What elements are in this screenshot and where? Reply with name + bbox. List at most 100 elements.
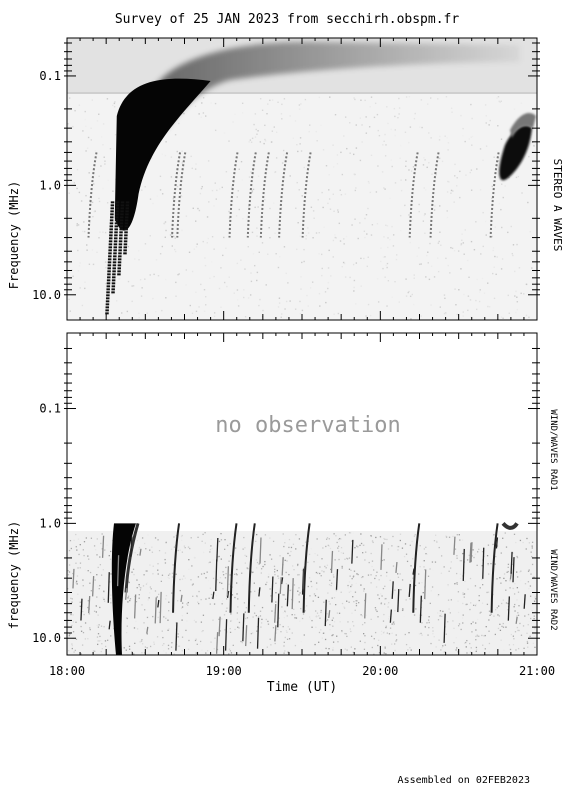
noise-dot — [533, 618, 535, 620]
wind-streak — [364, 593, 367, 619]
noise-dot — [496, 544, 499, 546]
noise-dot — [329, 579, 331, 582]
noise-dot — [507, 563, 510, 566]
noise-dot — [407, 649, 409, 651]
noise-dot — [203, 543, 205, 546]
noise-dot — [269, 638, 271, 640]
noise-dot — [248, 205, 250, 208]
wind-panel: 0.11.010.018:00 19:00 20:00 21:00 no observ… — [7, 332, 558, 695]
noise-dot — [488, 642, 491, 645]
noise-dot — [453, 642, 455, 644]
noise-dot — [254, 264, 256, 267]
noise-dot — [320, 629, 322, 631]
noise-dot — [520, 292, 522, 295]
noise-dot — [103, 156, 105, 158]
noise-dot — [505, 580, 507, 582]
noise-dot — [446, 191, 449, 193]
noise-dot — [187, 601, 189, 604]
noise-dot — [484, 648, 486, 650]
noise-dot — [297, 574, 299, 576]
noise-dot — [533, 576, 535, 579]
noise-dot — [75, 638, 78, 640]
noise-dot — [244, 617, 247, 620]
noise-dot — [482, 159, 484, 162]
noise-dot — [258, 251, 260, 254]
noise-dot — [308, 553, 311, 556]
noise-dot — [242, 584, 244, 586]
noise-dot — [200, 187, 203, 190]
noise-dot — [517, 614, 520, 616]
noise-dot — [201, 630, 203, 633]
noise-dot — [302, 613, 305, 615]
noise-dot — [191, 565, 193, 567]
noise-dot — [332, 647, 334, 649]
noise-dot — [384, 256, 386, 258]
noise-dot — [437, 270, 440, 273]
noise-dot — [408, 214, 410, 216]
noise-dot — [305, 598, 307, 600]
noise-dot — [236, 568, 238, 571]
noise-dot — [201, 649, 203, 651]
noise-dot — [396, 254, 398, 256]
noise-dot — [88, 558, 90, 560]
noise-dot — [423, 187, 425, 189]
noise-dot — [531, 541, 534, 543]
noise-dot — [348, 591, 351, 593]
noise-dot — [266, 112, 268, 115]
noise-dot — [467, 309, 469, 312]
noise-dot — [240, 160, 243, 163]
burst-drift-segment — [115, 207, 119, 210]
noise-dot — [184, 577, 186, 579]
noise-dot — [316, 538, 318, 540]
noise-dot — [475, 221, 477, 223]
noise-dot — [141, 604, 143, 606]
noise-dot — [199, 192, 202, 195]
noise-dot — [387, 548, 390, 550]
noise-dot — [199, 643, 201, 646]
noise-dot — [370, 96, 373, 98]
noise-dot — [133, 573, 135, 576]
noise-dot — [365, 315, 367, 317]
noise-dot — [427, 251, 429, 253]
noise-dot — [127, 597, 129, 599]
noise-dot — [530, 617, 532, 620]
noise-dot — [352, 532, 354, 534]
x-tick-label: 18:00 — [49, 664, 85, 678]
noise-dot — [309, 595, 311, 597]
noise-dot — [113, 148, 115, 150]
noise-dot — [71, 598, 73, 600]
noise-dot — [343, 606, 345, 608]
noise-dot — [331, 634, 333, 637]
noise-dot — [467, 295, 470, 297]
noise-dot — [413, 274, 415, 276]
burst-drift-segment — [119, 222, 124, 225]
wind-streak — [245, 625, 248, 647]
noise-dot — [375, 586, 378, 588]
noise-dot — [360, 285, 362, 287]
burst-drift-segment — [114, 222, 119, 225]
noise-dot — [260, 572, 262, 574]
noise-dot — [442, 610, 444, 613]
noise-dot — [135, 620, 137, 623]
noise-dot — [84, 110, 86, 113]
noise-dot — [168, 610, 170, 612]
noise-dot — [144, 278, 146, 280]
noise-dot — [301, 195, 303, 197]
noise-dot — [462, 602, 464, 605]
noise-dot — [99, 556, 101, 558]
noise-dot — [391, 643, 393, 645]
noise-dot — [83, 230, 86, 233]
noise-dot — [138, 583, 140, 586]
noise-dot — [315, 232, 318, 234]
noise-dot — [278, 617, 280, 619]
noise-dot — [353, 153, 355, 156]
noise-dot — [301, 309, 304, 312]
noise-dot — [450, 107, 453, 110]
noise-dot — [151, 157, 153, 160]
noise-dot — [112, 104, 114, 107]
noise-dot — [298, 601, 300, 603]
noise-dot — [225, 610, 227, 612]
noise-dot — [378, 134, 381, 137]
noise-dot — [296, 181, 298, 184]
noise-dot — [333, 313, 335, 315]
